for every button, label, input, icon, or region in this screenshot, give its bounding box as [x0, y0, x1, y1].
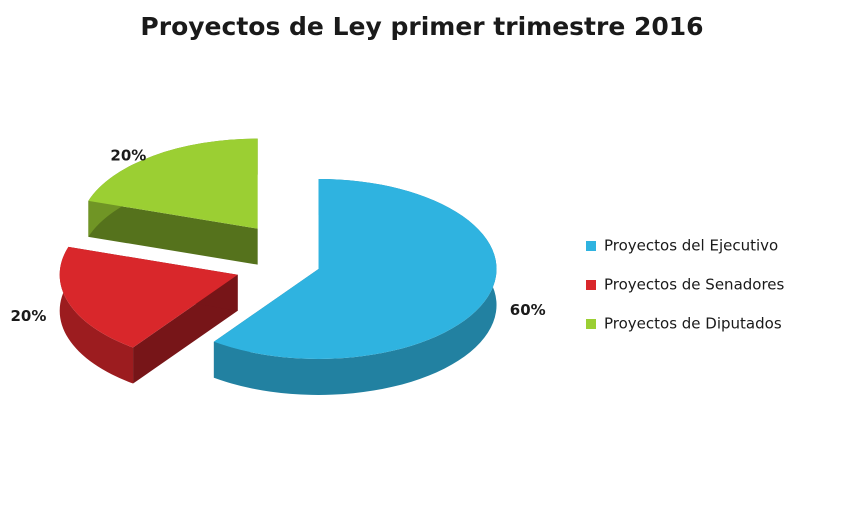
legend-swatch: [586, 241, 596, 251]
slice-wall: [88, 200, 258, 265]
slice-top: [59, 246, 238, 348]
slice-top: [213, 178, 497, 359]
data-label: 60%: [510, 301, 546, 319]
legend-label: Proyectos de Senadores: [604, 276, 785, 294]
slice: [88, 138, 258, 265]
data-label: 20%: [110, 147, 146, 165]
slice-rim: [59, 246, 134, 384]
legend-label: Proyectos del Ejecutivo: [604, 237, 778, 255]
slice: [213, 178, 497, 395]
slice: [59, 246, 238, 384]
legend-swatch: [586, 319, 596, 329]
legend-label: Proyectos de Diputados: [604, 315, 782, 333]
slice-top: [88, 138, 258, 229]
data-label: 20%: [11, 307, 47, 325]
chart-title: Proyectos de Ley primer trimestre 2016: [140, 12, 703, 41]
legend-swatch: [586, 280, 596, 290]
